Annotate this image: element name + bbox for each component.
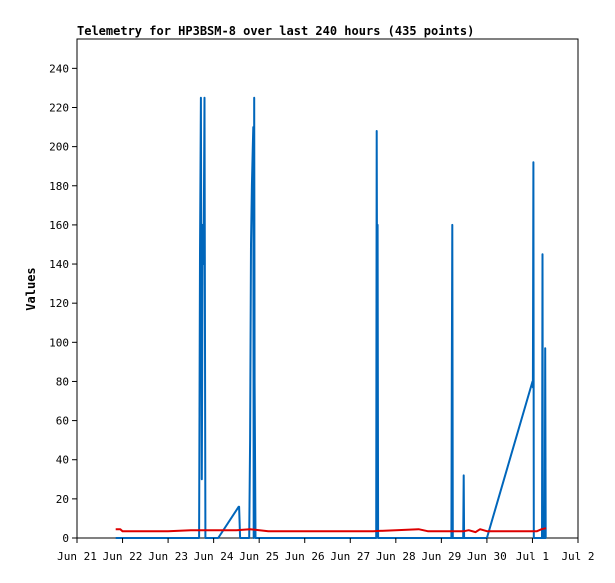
y-tick-label: 180 [49,180,69,193]
series-line-1 [115,527,547,534]
y-tick-label: 140 [49,258,69,271]
x-tick-label: Jun 25 [239,550,279,563]
y-axis-label: Values [24,267,38,310]
chart-title: Telemetry for HP3BSM-8 over last 240 hou… [77,24,474,38]
x-tick-label: Jul 1 [516,550,549,563]
series-line-0 [115,96,547,539]
y-tick-label: 80 [56,375,69,388]
y-tick-label: 120 [49,297,69,310]
y-tick-label: 0 [62,532,69,545]
y-tick-label: 220 [49,101,69,114]
x-tick-label: Jun 22 [103,550,143,563]
x-tick-label: Jun 30 [467,550,507,563]
x-tick-label: Jun 24 [194,550,234,563]
y-tick-label: 240 [49,62,69,75]
x-tick-label: Jun 27 [330,550,370,563]
x-tick-label: Jun 28 [376,550,416,563]
y-tick-label: 100 [49,336,69,349]
y-axis: 0 20 40 60 80 100 120 140 160 180 200 220 240 [49,62,77,545]
y-tick-label: 20 [56,493,69,506]
y-tick-label: 160 [49,219,69,232]
y-tick-label: 40 [56,454,69,467]
y-tick-label: 200 [49,141,69,154]
x-tick-label: Jun 21 [57,550,97,563]
series-layer [115,96,547,539]
y-tick-label: 60 [56,415,69,428]
x-tick-label: Jun 26 [285,550,325,563]
x-axis: Jun 21 Jun 22 Jun 23 Jun 24 Jun 25 Jun 26 Jun … [57,538,595,563]
x-tick-label: Jun 29 [421,550,461,563]
x-tick-label: Jul 2 [561,550,594,563]
x-tick-label: Jun 23 [148,550,188,563]
